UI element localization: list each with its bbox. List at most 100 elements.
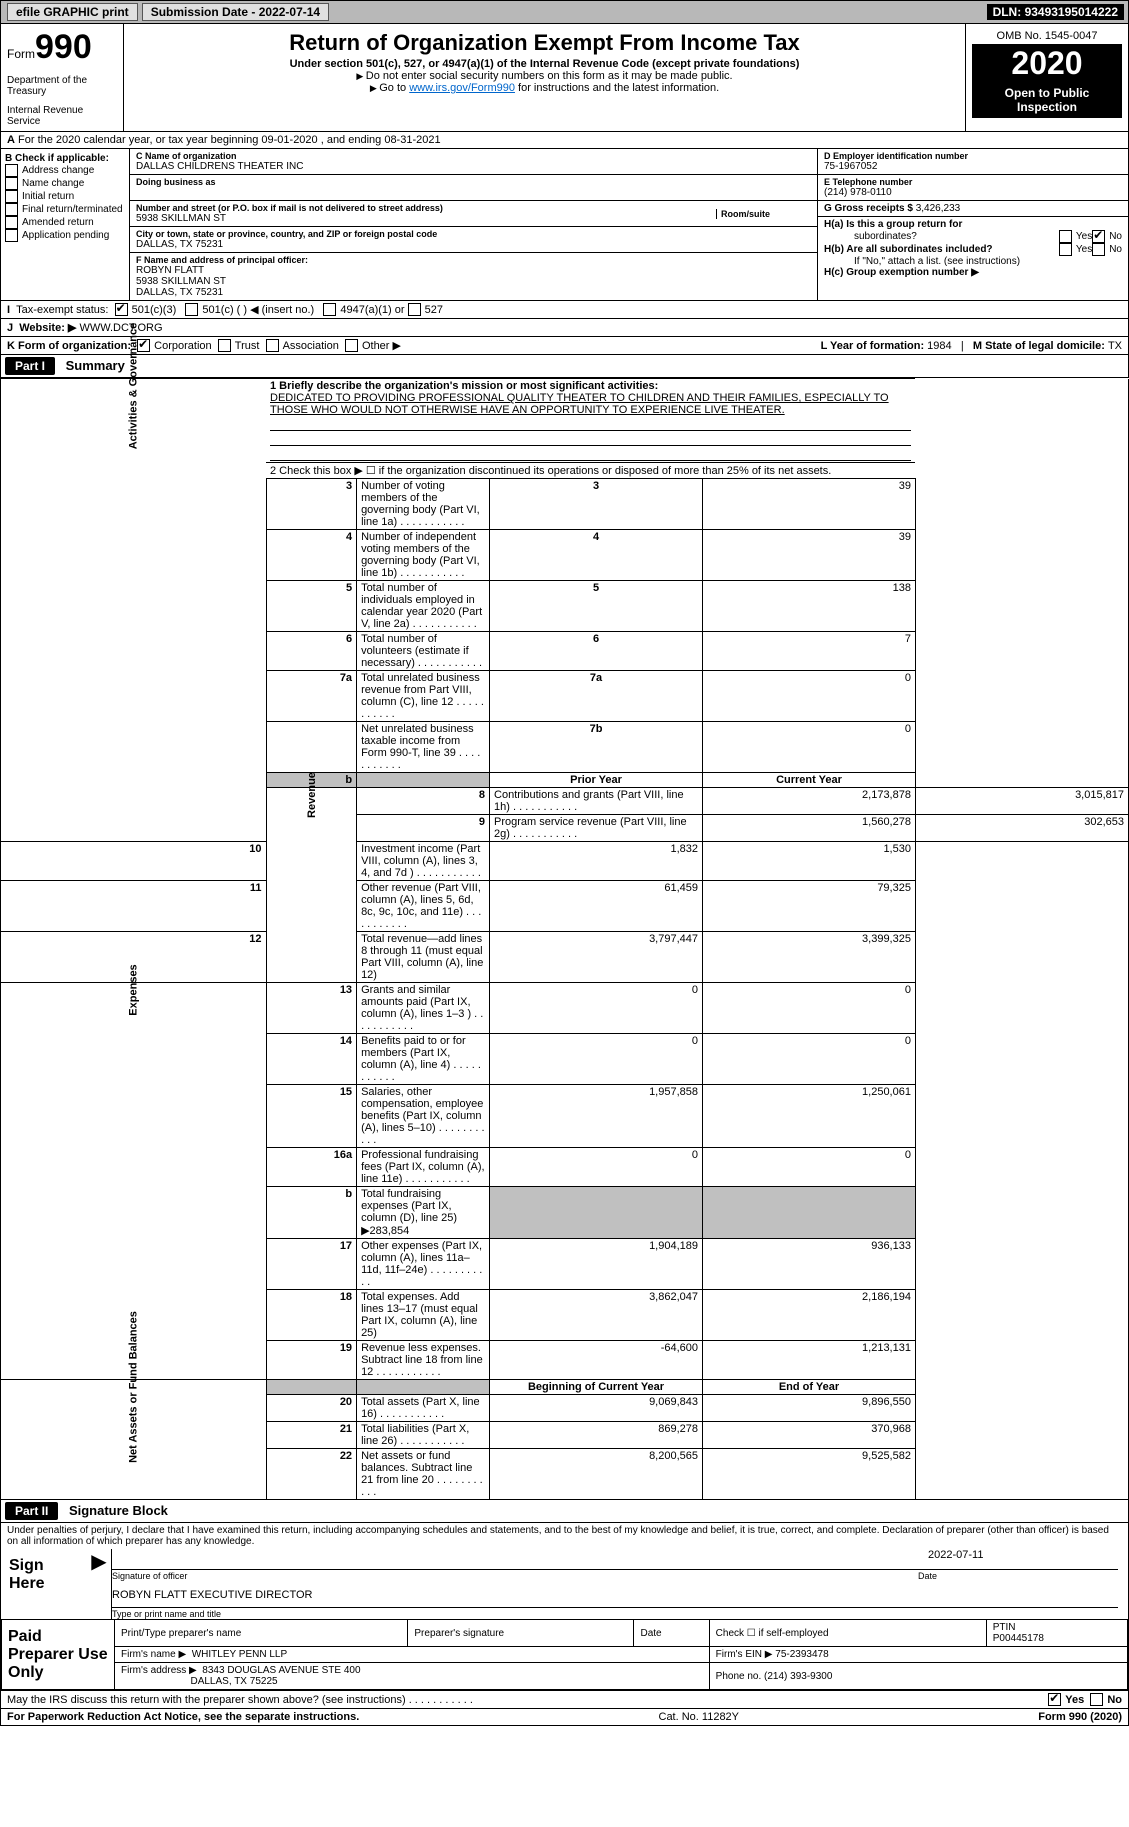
na-py: 8,200,565: [490, 1449, 703, 1500]
tax-period: For the 2020 calendar year, or tax year …: [18, 134, 441, 146]
firm-addr-label: Firm's address ▶: [121, 1665, 197, 1676]
chk-final-return[interactable]: [5, 203, 18, 216]
mission-text: DEDICATED TO PROVIDING PROFESSIONAL QUAL…: [270, 392, 889, 416]
rev-py: 3,797,447: [490, 932, 703, 983]
hb-yes[interactable]: [1059, 243, 1072, 256]
exp-py-shade: [490, 1187, 703, 1239]
form-number: 990: [35, 28, 92, 66]
side-netassets: Net Assets or Fund Balances: [1, 1380, 267, 1500]
rev-cy: 3,399,325: [703, 932, 916, 983]
firm-ein-label: Firm's EIN ▶: [716, 1649, 776, 1660]
na-cy: 370,968: [703, 1422, 916, 1449]
lbl-amended: Amended return: [22, 217, 94, 228]
exp-cy: 2,186,194: [703, 1290, 916, 1341]
prep-sig-hdr: Preparer's signature: [408, 1620, 634, 1647]
ein-value: 75-1967052: [824, 161, 1122, 172]
footer-left: For Paperwork Reduction Act Notice, see …: [7, 1711, 359, 1723]
chk-name-change[interactable]: [5, 177, 18, 190]
rev-cy: 3,015,817: [915, 788, 1128, 815]
line-a-period: A For the 2020 calendar year, or tax yea…: [0, 132, 1129, 149]
rev-py: 2,173,878: [703, 788, 916, 815]
rev-cy: 79,325: [703, 881, 916, 932]
exp-text: Other expenses (Part IX, column (A), lin…: [357, 1239, 490, 1290]
rev-text: Program service revenue (Part VIII, line…: [490, 815, 703, 842]
header-left: Form990 Department of the Treasury Inter…: [1, 24, 124, 131]
part1-label: Part I: [5, 357, 55, 375]
na-text: Net assets or fund balances. Subtract li…: [357, 1449, 490, 1500]
chk-address-change[interactable]: [5, 164, 18, 177]
open-to-public: Open to Public Inspection: [972, 82, 1122, 118]
chk-501c[interactable]: [185, 303, 198, 316]
chk-app-pending[interactable]: [5, 229, 18, 242]
officer-printed-name: ROBYN FLATT EXECUTIVE DIRECTOR: [112, 1581, 1128, 1601]
rev-text: Contributions and grants (Part VIII, lin…: [490, 788, 703, 815]
exp-text: Total expenses. Add lines 13–17 (must eq…: [357, 1290, 490, 1341]
lbl-other: Other ▶: [362, 339, 401, 352]
chk-501c3[interactable]: [115, 303, 128, 316]
room-label: Room/suite: [721, 209, 811, 219]
form-header: Form990 Department of the Treasury Inter…: [0, 24, 1129, 132]
efile-button[interactable]: efile GRAPHIC print: [7, 3, 138, 21]
exp-cy: 0: [703, 1034, 916, 1085]
box-b-title: B Check if applicable:: [5, 153, 109, 164]
current-year-hdr: Current Year: [703, 773, 916, 788]
chk-527[interactable]: [408, 303, 421, 316]
bcy-hdr: Beginning of Current Year: [490, 1380, 703, 1395]
form-of-org-row: K Form of organization: Corporation Trus…: [0, 337, 1129, 355]
goto-post: for instructions and the latest informat…: [515, 82, 719, 94]
dba-label: Doing business as: [136, 177, 811, 187]
gov-val: 0: [703, 671, 916, 722]
prior-year-hdr: Prior Year: [490, 773, 703, 788]
exp-py: 1,904,189: [490, 1239, 703, 1290]
website-value: WWW.DCT.ORG: [79, 322, 162, 334]
rev-py: 1,560,278: [703, 815, 916, 842]
officer-addr1: 5938 SKILLMAN ST: [136, 276, 811, 287]
lbl-527: 527: [425, 304, 443, 316]
part1-row: Part I Summary: [0, 355, 1129, 378]
header-right: OMB No. 1545-0047 2020 Open to Public In…: [966, 24, 1128, 131]
hb-no[interactable]: [1092, 243, 1105, 256]
dln-label: DLN:: [993, 5, 1025, 19]
rev-py: 61,459: [490, 881, 703, 932]
lbl-name-change: Name change: [22, 178, 84, 189]
footer-catno: Cat. No. 11282Y: [659, 1711, 740, 1723]
discuss-no-lbl: No: [1107, 1694, 1122, 1706]
chk-other[interactable]: [345, 339, 358, 352]
org-name: DALLAS CHILDRENS THEATER INC: [136, 161, 811, 172]
gross-label: G Gross receipts $: [824, 203, 916, 214]
lyear-val: 1984: [927, 340, 951, 352]
submission-date-button[interactable]: Submission Date - 2022-07-14: [142, 3, 329, 21]
omb-number: OMB No. 1545-0047: [972, 28, 1122, 45]
firm-addr2: DALLAS, TX 75225: [190, 1676, 277, 1687]
note-ssn: Do not enter social security numbers on …: [130, 70, 959, 82]
ptin-value: P00445178: [993, 1633, 1044, 1644]
prep-name-hdr: Print/Type preparer's name: [115, 1620, 408, 1647]
ha-yes[interactable]: [1059, 230, 1072, 243]
ha-no[interactable]: [1092, 230, 1105, 243]
lbl-501c: 501(c) ( ) ◀ (insert no.): [202, 303, 314, 316]
rev-py: 1,832: [490, 842, 703, 881]
tax-year: 2020: [972, 45, 1122, 82]
discuss-yes[interactable]: [1048, 1693, 1061, 1706]
gov-val: 0: [703, 722, 916, 773]
chk-assoc[interactable]: [266, 339, 279, 352]
side-revenue: Revenue: [266, 788, 357, 983]
exp-text: Total fundraising expenses (Part IX, col…: [357, 1187, 490, 1239]
chk-trust[interactable]: [218, 339, 231, 352]
dept-irs: Internal Revenue Service: [7, 105, 117, 127]
hb-note: If "No," attach a list. (see instruction…: [824, 256, 1122, 267]
irs-link[interactable]: www.irs.gov/Form990: [409, 82, 515, 94]
chk-initial-return[interactable]: [5, 190, 18, 203]
form-title: Return of Organization Exempt From Incom…: [130, 30, 959, 56]
exp-cy: 1,213,131: [703, 1341, 916, 1380]
ein-label: D Employer identification number: [824, 151, 1122, 161]
sign-date: 2022-07-11: [928, 1549, 1128, 1563]
chk-4947[interactable]: [323, 303, 336, 316]
ha-no-lbl: No: [1109, 231, 1122, 242]
sign-here: Sign Here: [1, 1549, 87, 1619]
discuss-no[interactable]: [1090, 1693, 1103, 1706]
sig-officer-label: Signature of officer: [112, 1571, 918, 1581]
lbl-trust: Trust: [235, 340, 260, 352]
chk-amended[interactable]: [5, 216, 18, 229]
dln-value: 93493195014222: [1025, 5, 1118, 19]
